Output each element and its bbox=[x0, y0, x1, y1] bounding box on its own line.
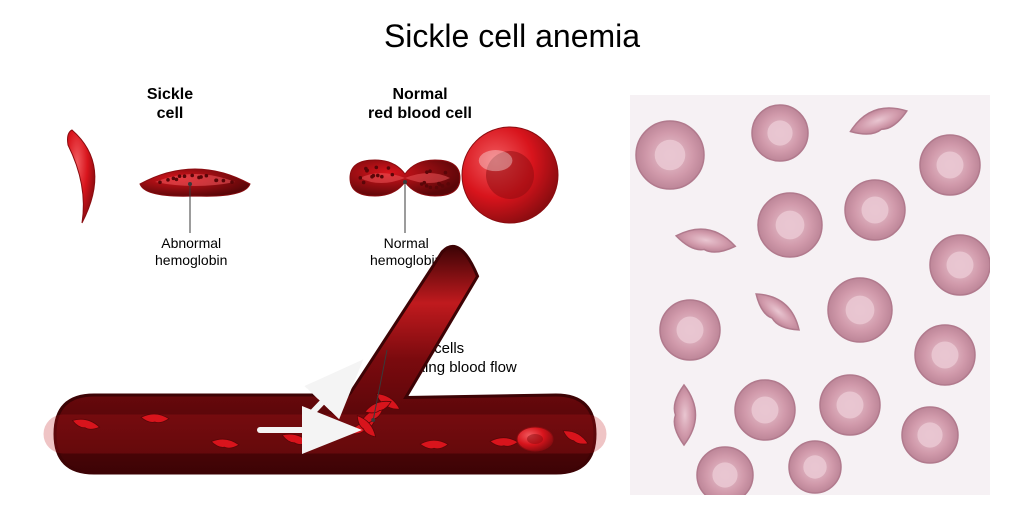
microscope-round-cell-icon bbox=[820, 375, 880, 435]
microscope-round-cell-icon bbox=[758, 193, 822, 257]
microscope-panel bbox=[630, 95, 990, 495]
microscope-round-cell-icon bbox=[752, 105, 808, 161]
microscope-round-cell-icon bbox=[828, 278, 892, 342]
microscope-round-cell-icon bbox=[845, 180, 905, 240]
sickle-cell-side-icon bbox=[68, 130, 95, 223]
microscope-round-cell-icon bbox=[915, 325, 975, 385]
anemia-diagram bbox=[0, 0, 620, 525]
microscope-round-cell-icon bbox=[789, 441, 841, 493]
microscope-round-cell-icon bbox=[920, 135, 980, 195]
microscope-round-cell-icon bbox=[697, 447, 753, 495]
microscope-round-cell-icon bbox=[930, 235, 990, 295]
microscope-round-cell-icon bbox=[735, 380, 795, 440]
microscope-round-cell-icon bbox=[902, 407, 958, 463]
microscope-round-cell-icon bbox=[660, 300, 720, 360]
microscope-round-cell-icon bbox=[636, 121, 704, 189]
